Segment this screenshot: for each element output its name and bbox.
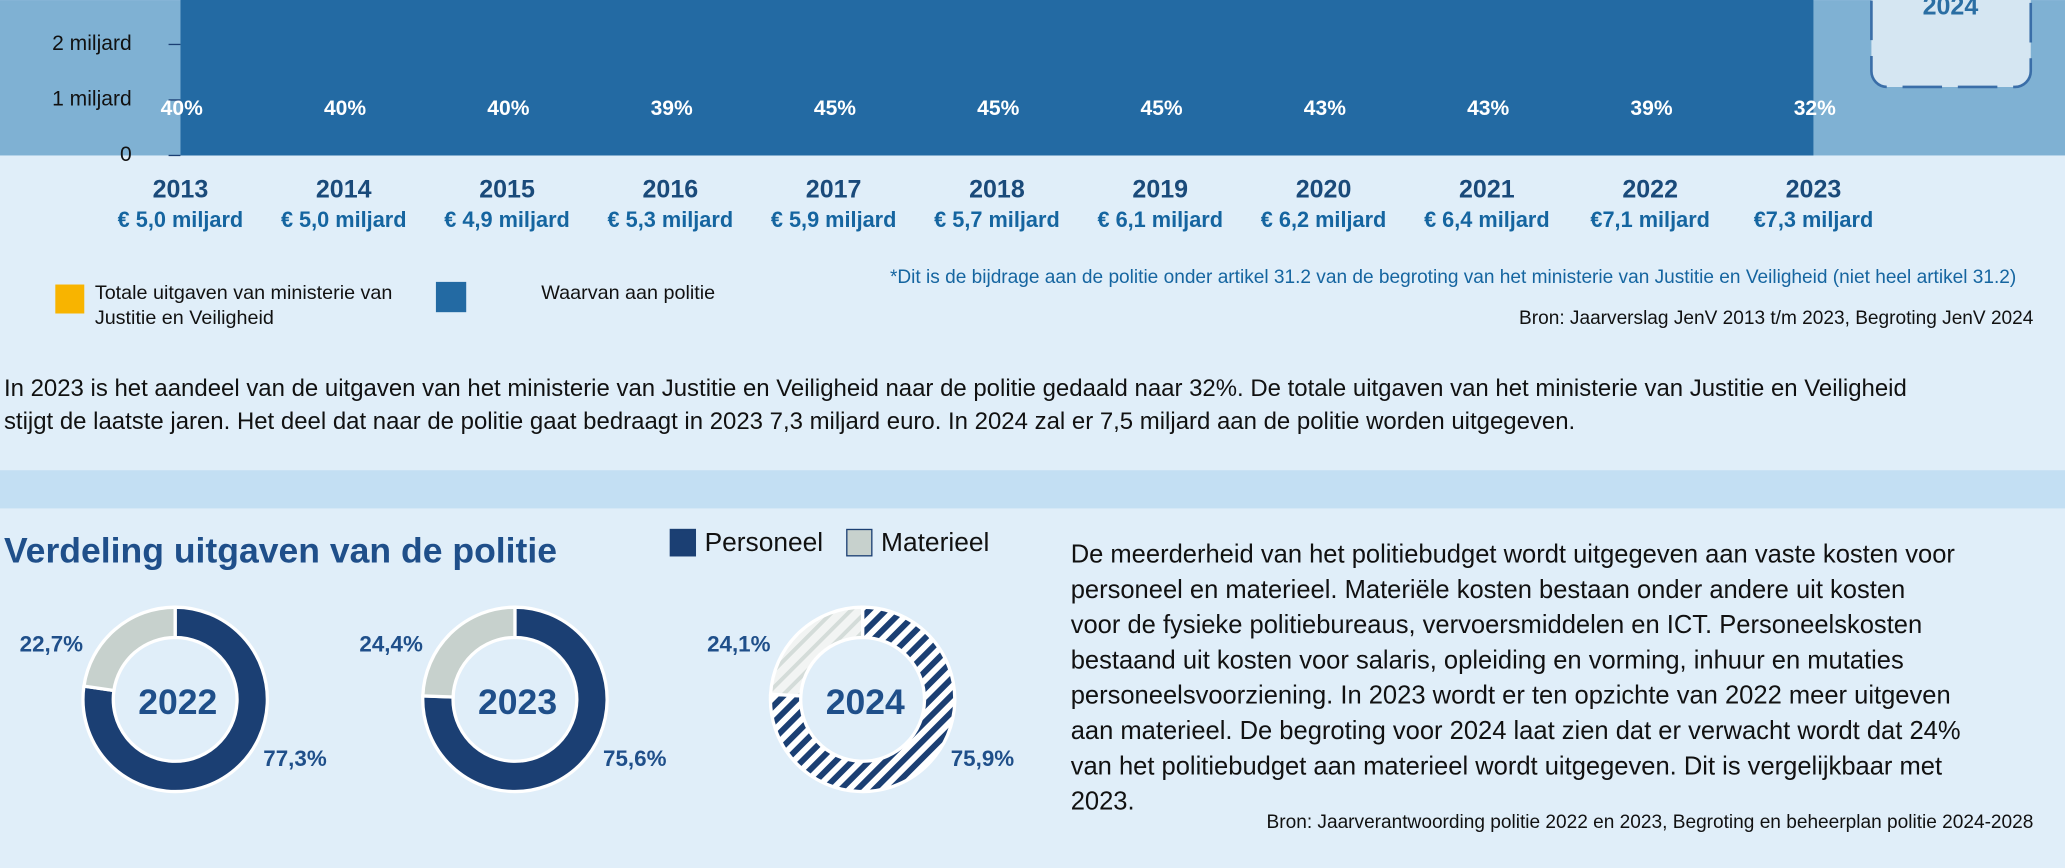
- donut-value-label: 75,6%: [603, 746, 667, 771]
- donut-segment: [768, 605, 957, 794]
- paragraph-line: voor de fysieke politiebureaus, vervoers…: [1071, 611, 1923, 639]
- legend-swatch: [435, 281, 467, 313]
- value-label: € 6,2 miljard: [1261, 207, 1387, 232]
- legend-label: Materieel: [881, 527, 989, 557]
- plot-area: [180, 0, 1814, 156]
- donut-value-label: 24,4%: [359, 631, 423, 656]
- legend-label-wrap: Totale uitgaven van ministerie van Justi…: [94, 281, 393, 330]
- share-label: 43%: [1304, 97, 1346, 120]
- y-tick-label: 0: [120, 143, 132, 166]
- x-tick-label: 2014: [316, 176, 372, 204]
- donut-segment: [421, 605, 609, 794]
- source: Bron: Jaarverantwoording politie 2022 en…: [1267, 812, 2034, 833]
- value-label: € 5,7 miljard: [934, 207, 1060, 232]
- donut-value-label: 75,9%: [951, 746, 1015, 771]
- value-label: € 6,4 miljard: [1424, 207, 1550, 232]
- donut-segment: [768, 605, 865, 698]
- x-tick-label: 2021: [1459, 176, 1515, 204]
- x-tick-label: 2013: [153, 176, 209, 204]
- x-tick-label: 2020: [1296, 176, 1352, 204]
- y-tick-label: 2 miljard: [52, 32, 132, 55]
- x-tick-label: 2015: [479, 176, 535, 204]
- donut-center-label: 2024: [826, 682, 905, 722]
- paragraph-line: stijgt de laatste jaren. Het deel dat na…: [4, 408, 1575, 435]
- share-label: 45%: [814, 97, 856, 120]
- share-label: 43%: [1467, 97, 1509, 120]
- value-label: €7,3 miljard: [1754, 207, 1874, 232]
- legend-label: Personeel: [705, 527, 824, 557]
- paragraph-line: van het politiebudget aan materieel word…: [1071, 752, 1942, 780]
- share-label: 39%: [651, 97, 693, 120]
- legend-label: Waarvan aan politie: [541, 282, 715, 304]
- donut-value-label: 77,3%: [263, 746, 327, 771]
- y-tick-label: 1 miljard: [52, 88, 132, 111]
- donut-value-label: 22,7%: [20, 631, 84, 656]
- value-label: € 5,0 miljard: [118, 207, 244, 232]
- donut-value-label: 24,1%: [707, 631, 771, 656]
- share-label: 40%: [161, 97, 203, 120]
- value-label: € 5,9 miljard: [771, 207, 897, 232]
- paragraph-line: bestaand uit kosten voor salaris, opleid…: [1071, 646, 1904, 674]
- footnote: *Dit is de bijdrage aan de politie onder…: [890, 267, 2016, 288]
- legend-label: Totale uitgaven van ministerie van Justi…: [94, 281, 393, 330]
- x-tick-label: 2016: [643, 176, 699, 204]
- share-label: 45%: [977, 97, 1019, 120]
- x-tick-label: 2018: [969, 176, 1025, 204]
- x-tick-label: 2019: [1132, 176, 1188, 204]
- paragraph-line: In 2023 is het aandeel van de uitgaven v…: [4, 375, 1907, 402]
- source: Bron: Jaarverslag JenV 2013 t/m 2023, Be…: [1519, 308, 2034, 329]
- donut-segment: [81, 605, 269, 794]
- forecast-label: 2024: [1923, 0, 1979, 21]
- value-label: € 5,3 miljard: [608, 207, 734, 232]
- value-label: € 6,1 miljard: [1097, 207, 1223, 232]
- value-label: €7,1 miljard: [1590, 207, 1710, 232]
- share-label: 40%: [487, 97, 529, 120]
- value-label: € 5,0 miljard: [281, 207, 407, 232]
- x-tick-label: 2017: [806, 176, 862, 204]
- area: [180, 0, 1814, 156]
- share-label: 45%: [1140, 97, 1182, 120]
- divider-band: [0, 470, 2065, 509]
- paragraph-line: personeelsvoorziening. In 2023 wordt er …: [1071, 682, 1951, 710]
- legend-swatch: [55, 284, 85, 314]
- paragraph-line: 2023.: [1071, 788, 1135, 816]
- share-label: 39%: [1630, 97, 1672, 120]
- paragraph-line: personeel en materieel. Materiële kosten…: [1071, 576, 1906, 604]
- paragraph-line: De meerderheid van het politiebudget wor…: [1071, 541, 1956, 569]
- forecast-box: [1870, 0, 2033, 89]
- legend-swatch: [846, 528, 873, 557]
- x-tick-label: 2022: [1622, 176, 1678, 204]
- donut-segment: [82, 605, 177, 693]
- legend-swatch: [669, 528, 697, 557]
- donut-center-label: 2023: [478, 682, 557, 722]
- paragraph-line: aan materieel. De begroting voor 2024 la…: [1071, 717, 1961, 745]
- share-label: 32%: [1794, 97, 1836, 120]
- value-label: € 4,9 miljard: [444, 207, 570, 232]
- donut-segment: [421, 605, 517, 699]
- x-tick-label: 2023: [1786, 176, 1842, 204]
- donut-center-label: 2022: [138, 682, 217, 722]
- section-title: Verdeling uitgaven van de politie: [4, 531, 557, 571]
- share-label: 40%: [324, 97, 366, 120]
